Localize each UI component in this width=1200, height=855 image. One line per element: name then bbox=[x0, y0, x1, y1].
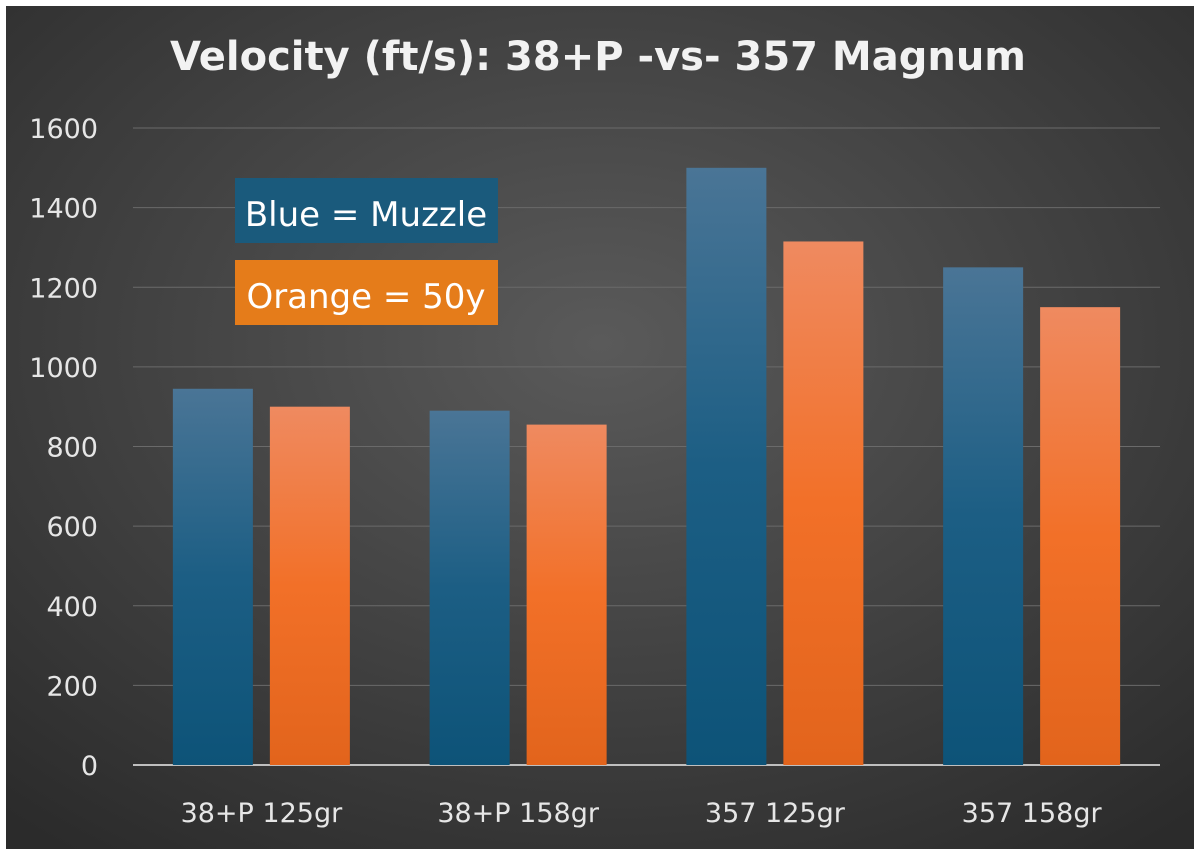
legend-label-muzzle: Blue = Muzzle bbox=[245, 195, 487, 235]
y-tick-label: 1400 bbox=[29, 194, 98, 225]
bar-50y-0 bbox=[269, 406, 350, 765]
bar-50y-3 bbox=[1040, 307, 1121, 765]
bar-muzzle-0 bbox=[172, 388, 253, 765]
legend: Blue = Muzzle Orange = 50y bbox=[235, 178, 498, 325]
y-tick-label: 1600 bbox=[29, 114, 98, 145]
x-tick-label: 357 158gr bbox=[962, 798, 1103, 829]
y-tick-label: 800 bbox=[46, 433, 98, 464]
x-tick-label: 38+P 125gr bbox=[181, 798, 344, 829]
y-tick-label: 1200 bbox=[29, 273, 98, 304]
y-tick-label: 1000 bbox=[29, 353, 98, 384]
bar-muzzle-3 bbox=[943, 267, 1024, 765]
x-tick-label: 38+P 158gr bbox=[437, 798, 600, 829]
legend-box-muzzle bbox=[235, 178, 498, 243]
x-tick-label: 357 125gr bbox=[705, 798, 846, 829]
y-tick-label: 200 bbox=[46, 671, 98, 702]
bar-muzzle-1 bbox=[429, 410, 510, 765]
y-tick-label: 600 bbox=[46, 512, 98, 543]
legend-box-50y bbox=[235, 260, 498, 325]
bar-muzzle-2 bbox=[686, 167, 767, 765]
bar-50y-1 bbox=[526, 424, 607, 765]
chart-title: Velocity (ft/s): 38+P -vs- 357 Magnum bbox=[170, 34, 1026, 80]
bar-50y-2 bbox=[783, 241, 864, 765]
y-tick-label: 0 bbox=[81, 751, 98, 782]
legend-label-50y: Orange = 50y bbox=[246, 277, 485, 317]
y-tick-label: 400 bbox=[46, 592, 98, 623]
